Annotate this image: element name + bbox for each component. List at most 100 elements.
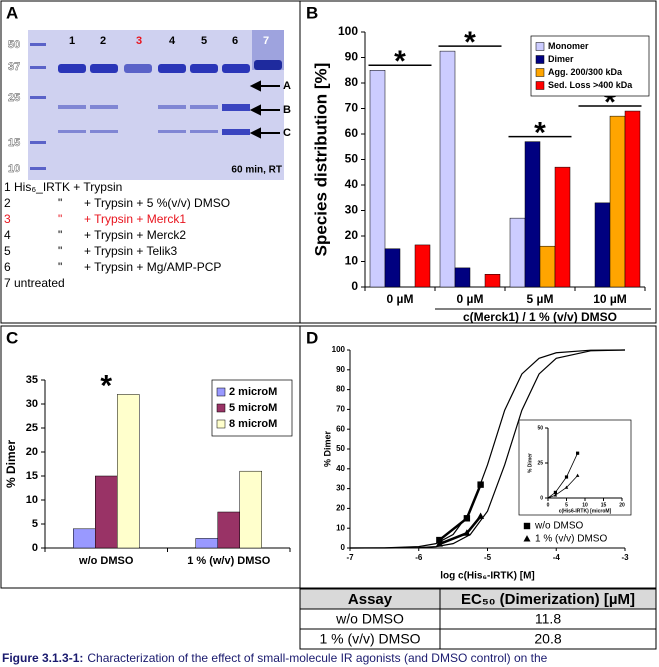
lane-number: 1 [69, 35, 75, 47]
arrow-label: B [283, 104, 291, 116]
y-tick-label: 10 [345, 254, 359, 268]
legend-box [530, 35, 650, 97]
x-tick-label: 0 µM [457, 292, 484, 306]
x-tick-label: 10 [582, 502, 588, 508]
table-header: EC₅₀ (Dimerization) [µM] [461, 591, 635, 608]
y-tick-label: 60 [336, 424, 345, 433]
y-tick-label: 35 [26, 374, 38, 386]
lane-legend-text: untreated [14, 276, 65, 290]
caption-label: Figure 3.1.3-1: [2, 651, 83, 665]
legend-label: Sed. Loss >400 kDa [548, 80, 633, 90]
x-tick-label: 0 µM [387, 292, 414, 306]
data-point [463, 529, 471, 536]
x-tick-label: -3 [621, 553, 629, 562]
gel-marker-bands [30, 43, 46, 170]
annotation: * [534, 117, 546, 150]
bar [539, 245, 556, 288]
panel-label: C [6, 328, 18, 347]
panel-label: D [306, 328, 318, 347]
y-tick-label: 0 [540, 495, 543, 501]
lane-legend-text: His₆_IRTK + Trypsin [14, 180, 122, 194]
panel-d-frame [299, 325, 657, 589]
gel-image [28, 30, 284, 180]
bar [594, 202, 611, 288]
y-tick-label: 0 [341, 543, 346, 552]
y-tick-label: 10 [336, 523, 345, 532]
bar [95, 475, 118, 549]
legend-swatch [216, 419, 226, 429]
caption-text: Characterization of the effect of small-… [87, 651, 547, 665]
gel-bands-main [58, 60, 282, 73]
data-point [436, 536, 443, 544]
fit-curve [350, 349, 626, 549]
panel-b-frame [299, 0, 657, 324]
lane-legend-text: + Trypsin + Merck1 [84, 212, 186, 226]
bar [73, 528, 96, 549]
legend-swatch [535, 68, 545, 77]
legend-marker [523, 535, 531, 542]
lane-legend-ditto: " [58, 228, 62, 242]
gel-bands-fragments [58, 104, 250, 135]
legend-swatch [216, 387, 226, 397]
inset-line [547, 475, 578, 499]
marker-label: 37 [8, 61, 20, 73]
bar [439, 50, 456, 288]
lane-legend-text: + Trypsin + 5 %(v/v) DMSO [84, 196, 230, 210]
legend-label: Monomer [548, 41, 589, 51]
legend-label: Agg. 200/300 kDa [548, 67, 623, 77]
bar [454, 267, 471, 288]
lane-legend-number: 2 [4, 196, 11, 210]
inset-x-label: c(His6-IRTK) [microM] [559, 508, 612, 514]
data-point [463, 515, 471, 522]
bar [554, 166, 571, 288]
lane-legend-text: + Trypsin + Merck2 [84, 228, 186, 242]
legend-swatch [535, 55, 545, 64]
lane-number: 5 [201, 35, 207, 47]
bar [195, 538, 218, 549]
lane-legend-number: 4 [4, 228, 11, 242]
lane-legend-number: 7 [4, 276, 11, 290]
legend-label: 5 microM [229, 402, 277, 414]
data-point [477, 481, 484, 488]
y-tick-label: 0 [351, 279, 358, 293]
x-tick-label: 20 [619, 502, 625, 508]
table-cell: 20.8 [534, 631, 561, 647]
inset-point [564, 475, 569, 479]
bar [384, 248, 401, 288]
lane-legend-ditto: " [58, 196, 62, 210]
inset-point [553, 493, 558, 497]
y-tick-label: 100 [338, 24, 358, 38]
x-tick-label: -5 [484, 553, 492, 562]
lane-number: 4 [169, 35, 176, 47]
x-tick-label: 10 µM [593, 292, 627, 306]
y-tick-label: 25 [26, 422, 38, 434]
y-tick-label: 30 [345, 203, 359, 217]
gel-condition: 60 min, RT [231, 165, 282, 176]
y-tick-label: 25 [537, 460, 543, 466]
inset-line [547, 453, 578, 499]
x-tick-label: w/o DMSO [78, 555, 134, 567]
x-tick-label: -7 [346, 553, 354, 562]
lane-legend-number: 6 [4, 260, 11, 274]
y-tick-label: 20 [345, 228, 359, 242]
legend-box [211, 379, 293, 437]
lane-legend-ditto: " [58, 212, 62, 226]
marker-label: 50 [8, 39, 20, 51]
x-axis-label: c(Merck1) / 1 % (v/v) DMSO [463, 310, 617, 324]
annotation: * [464, 26, 476, 59]
table-cell: 1 % (v/v) DMSO [319, 631, 420, 647]
inset-point [553, 490, 557, 494]
y-axis-label: % Dimer [322, 430, 332, 467]
x-tick-label: 5 µM [527, 292, 554, 306]
legend-label: Dimer [548, 54, 574, 64]
y-tick-label: 30 [26, 398, 38, 410]
y-tick-label: 0 [32, 542, 38, 554]
x-tick-label: 1 % (w/v) DMSO [187, 555, 271, 567]
legend-swatch [216, 403, 226, 413]
bar [509, 217, 526, 288]
y-tick-label: 50 [345, 152, 359, 166]
y-tick-label: 80 [336, 385, 345, 394]
inset-point [575, 473, 580, 477]
inset-point [564, 485, 569, 489]
lane-legend-ditto: " [58, 244, 62, 258]
